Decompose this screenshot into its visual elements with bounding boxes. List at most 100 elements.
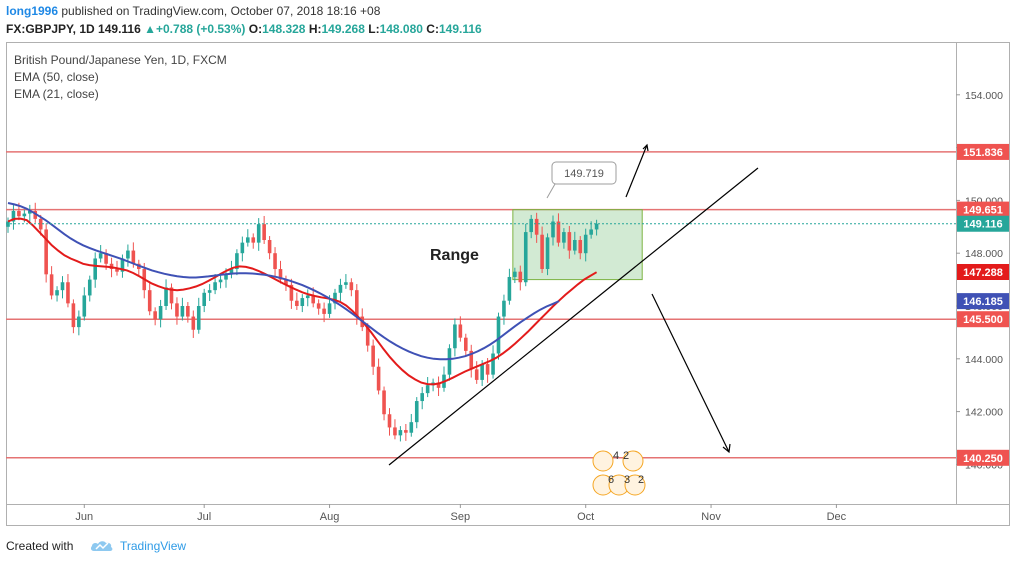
candle-body [305, 295, 310, 299]
candle-body [453, 324, 457, 349]
candle-body [49, 274, 54, 296]
candle-body [60, 282, 65, 291]
trendline[interactable] [388, 167, 759, 466]
up-arrow-icon: ▲ [144, 22, 156, 36]
candle-body [256, 224, 261, 243]
economic-events[interactable]: 4 2 6 3 2 [592, 450, 646, 496]
candle-body [485, 364, 490, 375]
price-tag[interactable] [957, 449, 1009, 466]
candle-body [295, 300, 299, 306]
candle-body [33, 210, 38, 219]
candle-body [474, 369, 479, 380]
candle-body [447, 348, 452, 375]
event-count: 2 [623, 450, 629, 462]
breakout-up-arrow[interactable] [625, 144, 648, 198]
candle-body [251, 237, 256, 243]
symbol-label: FX:GBPJPY, 1D [6, 22, 95, 36]
callout-box [551, 161, 617, 185]
candle-body [240, 242, 245, 254]
price-callout[interactable]: 149.719 [546, 161, 617, 199]
candle-body [371, 345, 375, 367]
candle-body [491, 353, 495, 375]
candle-body [300, 298, 305, 306]
candle-body [398, 430, 403, 436]
candle-body [409, 422, 414, 433]
support-resistance-lines [6, 151, 956, 459]
price-tag[interactable] [957, 311, 1009, 328]
last-price: 149.116 [98, 22, 141, 36]
candle-body [289, 284, 294, 301]
breakdown-arrow[interactable] [651, 293, 730, 453]
candle-body [567, 232, 572, 251]
range-label: Range [430, 247, 479, 264]
published-text: published on TradingView.com, October 07… [61, 4, 381, 18]
footer: Created with TradingView [0, 532, 1016, 563]
candle-body [420, 393, 424, 402]
candle-body [355, 290, 359, 317]
callout-pointer [546, 183, 566, 199]
y-tick-label: 154.000 [965, 90, 1003, 102]
price-tag[interactable] [957, 201, 1009, 218]
candle-body [387, 414, 392, 428]
price-tag[interactable] [957, 143, 1009, 160]
candle-body [436, 382, 441, 388]
open-label: O: [248, 22, 263, 36]
candle-body [573, 240, 577, 251]
event-count: 3 [624, 474, 630, 486]
candle-body [551, 221, 555, 238]
author-name[interactable]: long1996 [6, 4, 59, 18]
candle-body [534, 218, 539, 235]
candle-body [229, 269, 234, 275]
candle-body [66, 282, 70, 304]
price-tag[interactable] [957, 293, 1009, 310]
candle-body [338, 284, 343, 293]
arrow-head-down-icon [722, 443, 731, 454]
candle-body [17, 210, 21, 217]
price-change: +0.788 (+0.53%) [156, 22, 246, 36]
event-icon[interactable] [624, 474, 646, 496]
candle-body [115, 269, 119, 272]
candle-body [186, 306, 190, 317]
candle-body [93, 258, 97, 280]
event-icon[interactable] [592, 450, 614, 472]
candle-body [180, 306, 185, 317]
candle-body [458, 324, 463, 338]
x-tick-label: Dec [827, 511, 847, 523]
candle-body [28, 210, 32, 214]
ema50-line [7, 202, 560, 361]
tradingview-brand[interactable]: TradingView [90, 535, 186, 557]
price-tag-label: 146.185 [963, 296, 1003, 308]
x-tick-label: Oct [577, 511, 594, 523]
close-label: C: [426, 22, 439, 36]
legend-ema50: EMA (50, close) [14, 70, 99, 84]
time-axis[interactable]: Jun Jul Aug Sep Oct Nov Dec [75, 504, 847, 523]
candle-body [246, 237, 250, 243]
event-icon[interactable] [622, 450, 644, 472]
candle-body [213, 282, 217, 291]
candle-body [311, 295, 315, 304]
chart-header: long1996 published on TradingView.com, O… [0, 0, 1016, 42]
price-tag[interactable] [957, 263, 1009, 280]
candle-body [594, 223, 599, 230]
candle-body [513, 271, 517, 277]
price-tag-label: 151.836 [963, 147, 1003, 159]
open-value: 148.328 [262, 22, 306, 36]
ema21-line [7, 217, 598, 386]
candles [6, 202, 599, 442]
candle-body [507, 276, 512, 301]
candle-body [273, 253, 277, 270]
range-box[interactable] [512, 209, 643, 281]
x-tick-label: Sep [451, 511, 471, 523]
candle-body [98, 253, 103, 259]
event-count: 4 [613, 450, 619, 462]
candle-body [120, 258, 125, 272]
candle-body [267, 240, 272, 254]
x-tick-label: Nov [701, 511, 721, 523]
candle-body [158, 306, 163, 320]
chart-area[interactable]: 149.719 Range British Pound/Japanese Yen… [6, 42, 1010, 526]
price-chart[interactable]: 149.719 Range British Pound/Japanese Yen… [6, 42, 1010, 526]
candle-body [196, 306, 201, 330]
candle-body [147, 290, 152, 312]
low-label: L: [368, 22, 380, 36]
price-tag[interactable] [957, 215, 1009, 232]
